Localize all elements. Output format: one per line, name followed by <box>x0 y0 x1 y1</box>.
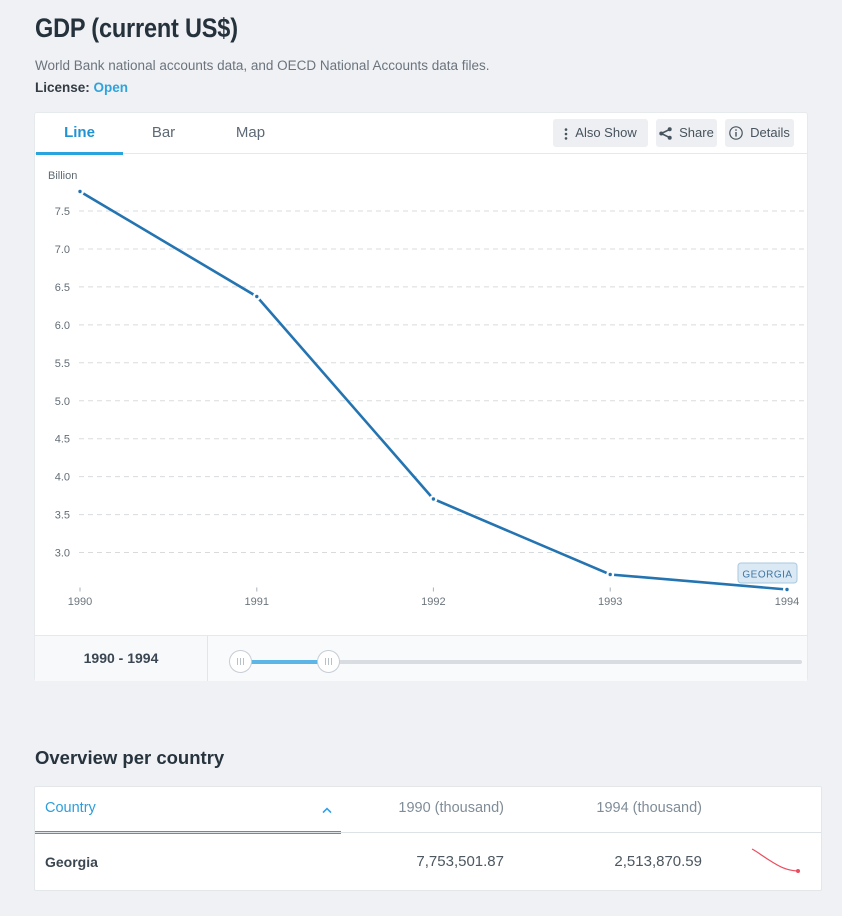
svg-text:5.0: 5.0 <box>55 396 70 408</box>
svg-text:7.5: 7.5 <box>55 206 70 218</box>
svg-text:3.5: 3.5 <box>55 510 70 522</box>
svg-text:3.0: 3.0 <box>55 548 70 560</box>
svg-text:1990: 1990 <box>68 596 92 608</box>
svg-text:5.5: 5.5 <box>55 358 70 370</box>
svg-text:Billion: Billion <box>48 170 77 182</box>
svg-text:1993: 1993 <box>598 596 622 608</box>
svg-text:GEORGIA: GEORGIA <box>742 570 792 581</box>
svg-text:1991: 1991 <box>245 596 269 608</box>
svg-text:4.0: 4.0 <box>55 472 70 484</box>
svg-text:6.0: 6.0 <box>55 320 70 332</box>
svg-text:4.5: 4.5 <box>55 434 70 446</box>
svg-text:6.5: 6.5 <box>55 282 70 294</box>
svg-text:1994: 1994 <box>775 596 799 608</box>
svg-text:1992: 1992 <box>421 596 445 608</box>
svg-text:7.0: 7.0 <box>55 244 70 256</box>
